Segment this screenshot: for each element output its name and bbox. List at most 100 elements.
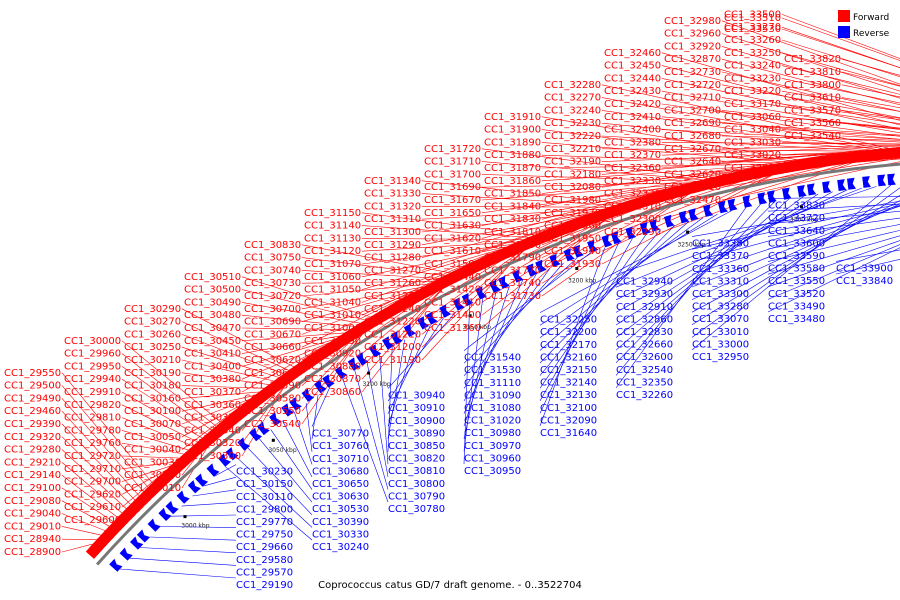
forward-gene-label: CC1_33230 (724, 73, 781, 84)
forward-gene-label: CC1_31650 (424, 208, 481, 219)
forward-gene-label-connector (541, 164, 768, 182)
reverse-gene-label: CC1_33900 (836, 263, 893, 274)
forward-gene-label: CC1_29100 (4, 483, 61, 494)
reverse-gene-label: CC1_32140 (540, 378, 597, 389)
forward-gene-label-connector (121, 430, 189, 451)
reverse-gene-label: CC1_31090 (464, 390, 521, 401)
forward-gene-label: CC1_32720 (664, 80, 721, 91)
forward-gene-label-connector (781, 65, 900, 95)
forward-gene-label-connector (61, 449, 127, 509)
forward-gene-label: CC1_32400 (604, 125, 661, 136)
forward-gene-label-connector (361, 251, 495, 303)
reverse-gene-label-connector (615, 198, 790, 351)
reverse-gene-arrow (512, 269, 524, 283)
reverse-gene-label-connector (691, 203, 900, 300)
forward-gene-label-connector (181, 406, 240, 450)
forward-gene-label-connector (721, 33, 900, 92)
forward-gene-label: CC1_32960 (664, 29, 721, 40)
forward-gene-label: CC1_32330 (604, 176, 661, 187)
forward-gene-label: CC1_30880 (304, 361, 361, 372)
forward-gene-label: CC1_31240 (364, 304, 421, 315)
tick-mark (575, 267, 579, 270)
forward-gene-label: CC1_31410 (424, 297, 481, 308)
forward-gene-label-connector (61, 385, 149, 488)
reverse-gene-label: CC1_30820 (388, 454, 445, 465)
tick-label: 3050 kbp (268, 447, 296, 454)
forward-gene-label: CC1_31050 (304, 285, 361, 296)
forward-gene-label-connector (781, 17, 900, 61)
reverse-gene-label: CC1_32910 (616, 302, 673, 313)
forward-gene-label-connector (721, 157, 900, 188)
reverse-gene-label: CC1_33300 (692, 289, 749, 300)
forward-gene-label-connector (181, 395, 255, 412)
forward-gene-label: CC1_32310 (604, 201, 661, 212)
forward-gene-label: CC1_32370 (604, 150, 661, 161)
reverse-gene-label-connector (463, 279, 524, 414)
forward-gene-label: CC1_29760 (64, 438, 121, 449)
forward-gene-label: CC1_32680 (664, 131, 721, 142)
forward-gene-label-connector (121, 442, 184, 455)
reverse-gene-label: CC1_32930 (616, 289, 673, 300)
forward-gene-label-connector (601, 158, 804, 265)
forward-gene-label: CC1_30550 (244, 406, 301, 417)
forward-gene-label-connector (121, 470, 166, 495)
reverse-gene-label: CC1_33310 (692, 276, 749, 287)
forward-gene-label-connector (361, 249, 501, 290)
forward-gene-label-connector (841, 135, 900, 140)
forward-gene-label: CC1_32980 (664, 16, 721, 27)
forward-gene-label-connector (781, 26, 900, 69)
forward-gene-label: CC1_30010 (124, 483, 181, 494)
reverse-gene-arrow (757, 192, 768, 205)
tick-mark (271, 438, 275, 442)
reverse-gene-arrow (356, 352, 369, 366)
forward-gene-label: CC1_30610 (244, 368, 301, 379)
forward-gene-label-connector (601, 153, 840, 188)
forward-gene-label: CC1_30470 (184, 323, 241, 334)
forward-gene-label-connector (241, 345, 325, 393)
forward-gene-label: CC1_33250 (724, 48, 781, 59)
forward-gene-label: CC1_30370 (184, 387, 241, 398)
forward-gene-label: CC1_31950 (544, 233, 601, 244)
forward-gene-label: CC1_29140 (4, 470, 61, 481)
reverse-gene-label-connector (539, 229, 661, 376)
forward-gene-label-connector (181, 334, 284, 375)
reverse-gene-label: CC1_30970 (464, 441, 521, 452)
forward-gene-label: CC1_31840 (484, 201, 541, 212)
forward-gene-label: CC1_29320 (4, 432, 61, 443)
forward-gene-label-connector (181, 391, 260, 399)
reverse-gene-label: CC1_30760 (312, 441, 369, 452)
forward-gene-label-connector (721, 71, 900, 112)
legend-swatch (838, 10, 850, 22)
reverse-gene-label-connector (305, 403, 313, 452)
reverse-gene-label: CC1_32350 (616, 377, 673, 388)
reverse-gene-label: CC1_33480 (768, 314, 825, 325)
forward-gene-label-connector (301, 244, 451, 274)
reverse-gene-arrow (225, 447, 239, 461)
forward-gene-label: CC1_29960 (64, 349, 121, 360)
reverse-gene-arrow (862, 176, 871, 188)
forward-gene-label-connector (421, 206, 609, 208)
forward-gene-label: CC1_29210 (4, 457, 61, 468)
forward-gene-label: CC1_30660 (244, 342, 301, 353)
reverse-gene-arrow (147, 518, 161, 532)
reverse-gene-label-connector (387, 339, 406, 440)
forward-gene-label: CC1_30210 (124, 355, 181, 366)
reverse-gene-label: CC1_33830 (768, 201, 825, 212)
reverse-gene-arrow (625, 226, 636, 240)
forward-gene-label-connector (121, 417, 193, 447)
forward-gene-label: CC1_30350 (184, 413, 241, 424)
forward-gene-label: CC1_30450 (184, 336, 241, 347)
reverse-gene-label: CC1_32130 (540, 390, 597, 401)
forward-gene-label: CC1_30490 (184, 297, 241, 308)
forward-gene-label: CC1_31720 (424, 144, 481, 155)
forward-gene-label: CC1_30730 (244, 278, 301, 289)
tick-label: 3000 kbp (181, 523, 209, 530)
reverse-gene-label: CC1_32950 (692, 352, 749, 363)
forward-gene-label: CC1_33040 (724, 125, 781, 136)
forward-gene-label: CC1_30400 (184, 361, 241, 372)
reverse-gene-label: CC1_30230 (236, 467, 293, 478)
reverse-gene-label-connector (615, 201, 776, 364)
forward-gene-label-connector (781, 103, 900, 121)
reverse-gene-arrow (403, 323, 416, 337)
tick-mark (468, 314, 472, 318)
